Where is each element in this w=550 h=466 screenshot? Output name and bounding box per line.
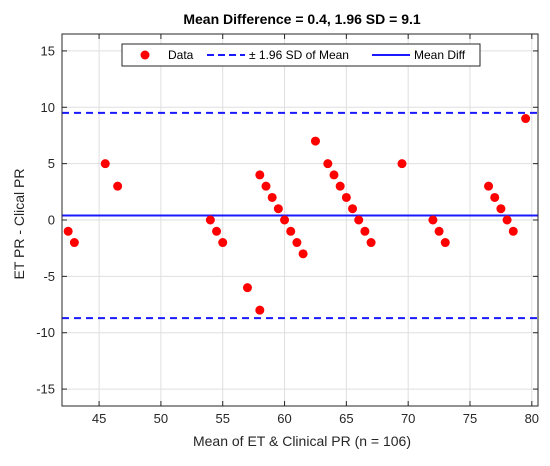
axis-ticks: 45 50 55 60 65 70 75 80 -15 -10 -5 0 5 10 15 — [36, 34, 539, 426]
legend: Data ± 1.96 SD of Mean Mean Diff — [121, 43, 481, 67]
y-tick-label: -5 — [43, 269, 55, 284]
legend-data-label: Data — [168, 48, 194, 62]
data-points — [63, 114, 531, 315]
data-point — [63, 226, 73, 236]
data-point — [261, 181, 271, 191]
data-point — [286, 226, 296, 236]
data-point — [100, 159, 110, 169]
data-point — [205, 215, 215, 225]
data-point — [113, 181, 123, 191]
data-point — [310, 136, 320, 146]
data-point — [267, 192, 277, 202]
legend-data-marker — [140, 50, 150, 60]
y-tick-label: -15 — [36, 382, 55, 397]
data-point — [496, 204, 506, 214]
y-tick-label: 5 — [48, 156, 55, 171]
data-point — [329, 170, 339, 180]
grid — [62, 34, 538, 406]
x-tick-label: 70 — [401, 411, 415, 426]
data-point — [502, 215, 512, 225]
data-point — [341, 192, 351, 202]
y-tick-label: 10 — [41, 100, 55, 115]
data-point — [521, 114, 531, 124]
x-tick-label: 75 — [463, 411, 477, 426]
data-point — [292, 238, 302, 248]
legend-mean-label: Mean Diff — [414, 48, 466, 62]
data-point — [335, 181, 345, 191]
data-point — [508, 226, 518, 236]
x-tick-label: 50 — [154, 411, 168, 426]
data-point — [484, 181, 494, 191]
data-point — [255, 305, 265, 315]
data-point — [242, 283, 252, 293]
y-axis-label: ET PR - Clical PR — [11, 169, 27, 280]
data-point — [273, 204, 283, 214]
x-tick-label: 80 — [525, 411, 539, 426]
y-tick-label: 15 — [41, 43, 55, 58]
data-point — [212, 226, 222, 236]
reference-lines — [62, 111, 538, 320]
data-point — [360, 226, 370, 236]
data-point — [354, 215, 364, 225]
x-tick-label: 65 — [339, 411, 353, 426]
data-point — [397, 159, 407, 169]
data-point — [490, 192, 500, 202]
x-tick-label: 45 — [92, 411, 106, 426]
data-point — [440, 238, 450, 248]
data-point — [323, 159, 333, 169]
x-tick-label: 60 — [277, 411, 291, 426]
data-point — [434, 226, 444, 236]
data-point — [218, 238, 228, 248]
data-point — [298, 249, 308, 259]
data-point — [280, 215, 290, 225]
legend-box — [121, 43, 481, 67]
data-point — [348, 204, 358, 214]
data-point — [69, 238, 79, 248]
y-tick-label: -10 — [36, 325, 55, 340]
legend-sd-label: ± 1.96 SD of Mean — [249, 48, 349, 62]
x-axis-label: Mean of ET & Clinical PR (n = 106) — [193, 433, 411, 449]
data-point — [366, 238, 376, 248]
chart-title: Mean Difference = 0.4, 1.96 SD = 9.1 — [183, 11, 421, 27]
y-tick-label: 0 — [48, 213, 55, 228]
data-point — [255, 170, 265, 180]
data-point — [428, 215, 438, 225]
x-tick-label: 55 — [215, 411, 229, 426]
